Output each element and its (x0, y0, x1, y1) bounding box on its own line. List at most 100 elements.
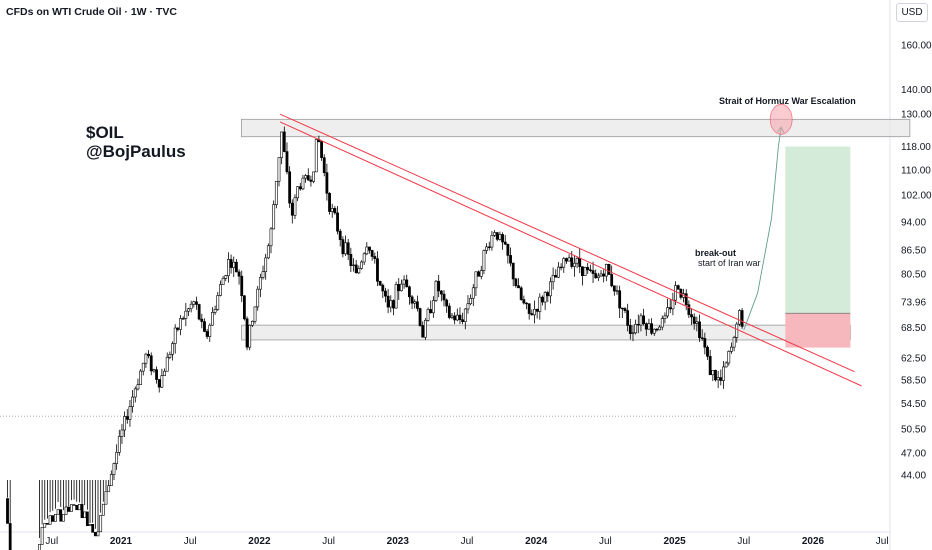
candle-up (402, 279, 406, 285)
y-tick-label: 102.00 (901, 190, 932, 201)
candle-down (519, 287, 523, 300)
candle-down (147, 353, 150, 357)
candle-up (599, 273, 603, 277)
candle-down (501, 234, 504, 243)
y-tick-label: 73.96 (901, 298, 926, 309)
candle-down (341, 239, 345, 255)
candle-up (171, 343, 174, 355)
candle-up (189, 303, 193, 310)
candle-down (586, 267, 590, 271)
candle-down (205, 331, 209, 337)
candle-up (485, 246, 488, 251)
candle-up (474, 271, 478, 289)
candle-up (727, 351, 731, 364)
candle-down (461, 319, 465, 322)
candle-up (261, 271, 265, 278)
candle-up (250, 320, 254, 326)
candle-down (59, 509, 63, 522)
candle-down (200, 318, 204, 322)
candle-down (700, 337, 704, 339)
candle-down (706, 346, 709, 357)
candle-up (141, 362, 145, 372)
candle-up (660, 318, 664, 328)
candle-up (136, 384, 140, 390)
candle-down (418, 308, 422, 326)
x-tick-label: 2025 (663, 536, 686, 547)
candle-down (157, 379, 161, 388)
candle-up (423, 320, 427, 338)
candle-down (325, 172, 329, 194)
candle-up (471, 287, 475, 299)
candle-up (266, 245, 270, 259)
x-tick-label: Jul (45, 536, 58, 547)
candle-down (591, 270, 595, 274)
currency-button[interactable]: USD (896, 3, 928, 22)
x-tick-label: Jul (599, 536, 612, 547)
candle-up (269, 228, 273, 247)
candle-down (565, 258, 568, 262)
candle-up (54, 513, 57, 522)
candle-down (687, 304, 691, 315)
y-tick-label: 54.50 (901, 399, 926, 410)
candle-down (354, 264, 358, 274)
candle-up (362, 253, 366, 263)
candle-down (628, 325, 632, 334)
candle-up (280, 131, 284, 158)
candle-down (195, 301, 198, 305)
candle-down (626, 310, 630, 326)
candle-down (306, 175, 310, 181)
candle-up (128, 406, 132, 420)
candle-up (219, 284, 222, 296)
candle-up (431, 300, 435, 314)
candle-up (187, 308, 190, 312)
candle-down (415, 301, 419, 309)
y-tick-label: 160.00 (901, 41, 932, 52)
trendline-2 (279, 121, 862, 387)
candle-down (67, 506, 71, 512)
candle-down (477, 271, 481, 277)
candle-up (538, 296, 542, 312)
candle-up (107, 485, 111, 492)
x-tick-label: 2024 (525, 536, 548, 547)
candle-up (663, 315, 667, 319)
candle-down (655, 328, 659, 331)
candle-up (666, 307, 669, 317)
candle-up (120, 429, 124, 437)
candle-down (487, 246, 491, 248)
y-tick-label: 86.50 (901, 245, 926, 256)
candle-down (245, 318, 249, 348)
candle-down (636, 323, 640, 326)
candle-up (96, 531, 100, 537)
candle-down (338, 230, 342, 240)
candle-up (352, 264, 355, 267)
candle-up (274, 180, 278, 205)
candle-up (498, 234, 502, 240)
candle-down (530, 313, 534, 316)
candle-up (389, 300, 393, 308)
candle-down (149, 355, 153, 372)
candle-down (442, 293, 446, 301)
candle-down (581, 266, 584, 276)
candle-up (293, 197, 297, 216)
candle-down (381, 284, 385, 292)
candle-down (155, 369, 158, 380)
candle-down (282, 131, 286, 152)
candle-down (650, 323, 654, 334)
candle-down (554, 275, 558, 278)
candle-up (583, 267, 587, 276)
candle-down (535, 309, 539, 312)
x-tick-label: 2026 (802, 536, 825, 547)
candle-down (642, 315, 646, 324)
candle-down (176, 327, 180, 330)
candle-up (221, 278, 225, 285)
y-tick-label: 80.50 (901, 269, 926, 280)
candle-down (503, 241, 507, 245)
candle-down (405, 279, 409, 288)
candle-down (237, 271, 241, 277)
candle-down (692, 316, 696, 324)
candle-up (615, 290, 619, 292)
candle-down (8, 523, 12, 550)
candle-down (373, 256, 377, 259)
candle-up (211, 312, 214, 326)
